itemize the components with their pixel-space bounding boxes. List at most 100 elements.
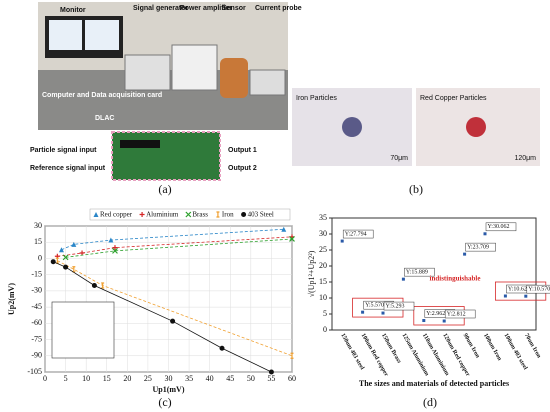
legend-marker [216,211,220,218]
value-label: Y:2.812 [447,311,466,317]
label: Sensor [222,5,246,12]
legend-label: Aluminium [146,211,179,219]
point [289,236,295,242]
image-title: Red Copper Particles [420,95,487,102]
value-label: Y:27.794 [345,231,367,237]
x-tick-label: 35 [185,374,193,383]
point [91,282,97,288]
x-tick-label: 15 [103,374,111,383]
y-tick-label: 15 [319,277,327,286]
y-tick-label: -75 [31,334,42,343]
x-tick-label: 5 [64,374,68,383]
value-label: Y:5.570 [365,303,384,309]
point [112,247,118,254]
annotation: indistinguishable [430,274,481,282]
panel-a-photo [38,2,288,181]
value-label: Y:5.293 [386,303,405,309]
value-label: Y:15.889 [406,270,428,276]
point [50,259,56,265]
x-tick-label: 10 [82,374,90,383]
caption: (b) [409,182,423,196]
point [112,245,118,251]
y-tick-label: 5 [323,309,327,318]
y-tick-label: 30 [34,221,42,230]
point [63,264,69,270]
label: DLAC [95,115,114,122]
x-tick-label: 150um Brass [380,333,402,365]
point [101,282,105,289]
y-tick-label: -30 [31,286,42,295]
point [108,237,114,243]
point [268,369,274,375]
legend-label: Brass [192,211,208,219]
caption: (a) [158,182,171,196]
label: Current probe [255,5,302,12]
plot-area [331,217,537,331]
series-line [57,260,293,357]
label-box [404,267,435,277]
point [503,294,507,298]
point [79,250,85,256]
legend-label: 403 Steel [248,211,274,219]
y-axis-label: Up2(mV) [7,283,16,315]
point [442,319,446,323]
x-tick-label: 25 [144,374,152,383]
point [463,252,467,256]
x-tick-label: 50 [247,374,255,383]
point [524,294,528,298]
y-tick-label: -15 [31,269,42,278]
scale: 120μm [514,155,536,162]
label-box [383,301,415,311]
y-tick-label: 15 [34,237,42,246]
label-box [526,284,550,294]
series-line [61,228,284,251]
point [170,318,176,324]
label: Output 2 [228,165,257,172]
legend-label: Red copper [100,211,133,219]
label-box [465,242,496,252]
y-tick-label: -60 [31,318,42,327]
label: Computer and Data acquisition card [42,92,162,99]
point [422,319,426,323]
label: Signal generator [133,5,189,12]
legend-marker [93,212,99,217]
value-label: Y:10.626 [508,286,530,292]
label: Monitor [60,7,86,14]
label-box [485,222,517,232]
point [71,241,77,247]
x-axis-label: The sizes and materials of detected part… [359,379,509,388]
legend-marker [241,212,247,217]
legend-marker [185,211,192,218]
label-box [444,309,476,319]
label: Output 1 [228,147,257,154]
series-line [57,236,293,257]
value-label: Y:30.062 [488,224,510,230]
x-tick-label: 55 [267,374,275,383]
value-label: Y:23.709 [467,245,489,251]
x-tick-label: 90um Iron [462,333,481,360]
y-tick-label: 10 [319,293,327,302]
point [72,266,76,273]
x-axis-label: Up1(mV) [153,385,185,394]
y-tick-label: -45 [31,302,42,311]
x-tick-label: 40 [206,374,214,383]
legend-box [89,208,291,221]
y-tick-label: 0 [38,253,42,262]
label: Power amplifier [180,5,232,12]
point [58,247,64,253]
y-tick-label: -90 [31,351,42,360]
y-tick-label: 25 [319,245,327,254]
caption: (d) [423,395,437,409]
x-tick-label: 100um 403 steel [502,333,528,372]
value-label: Y:10.570 [528,287,550,293]
caption: (c) [158,395,171,409]
value-label: Y:2.962 [426,311,445,317]
label: Particle signal input [30,147,97,154]
legend-marker [139,212,145,217]
point [290,352,294,359]
point [62,254,69,261]
y-tick-label: -105 [27,367,42,376]
x-tick-label: 150um 403 steel [339,333,365,372]
point [219,345,225,351]
